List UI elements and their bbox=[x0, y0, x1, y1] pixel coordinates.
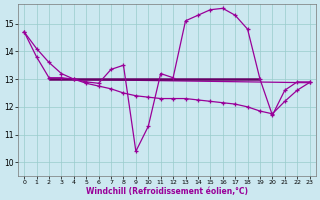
X-axis label: Windchill (Refroidissement éolien,°C): Windchill (Refroidissement éolien,°C) bbox=[86, 187, 248, 196]
